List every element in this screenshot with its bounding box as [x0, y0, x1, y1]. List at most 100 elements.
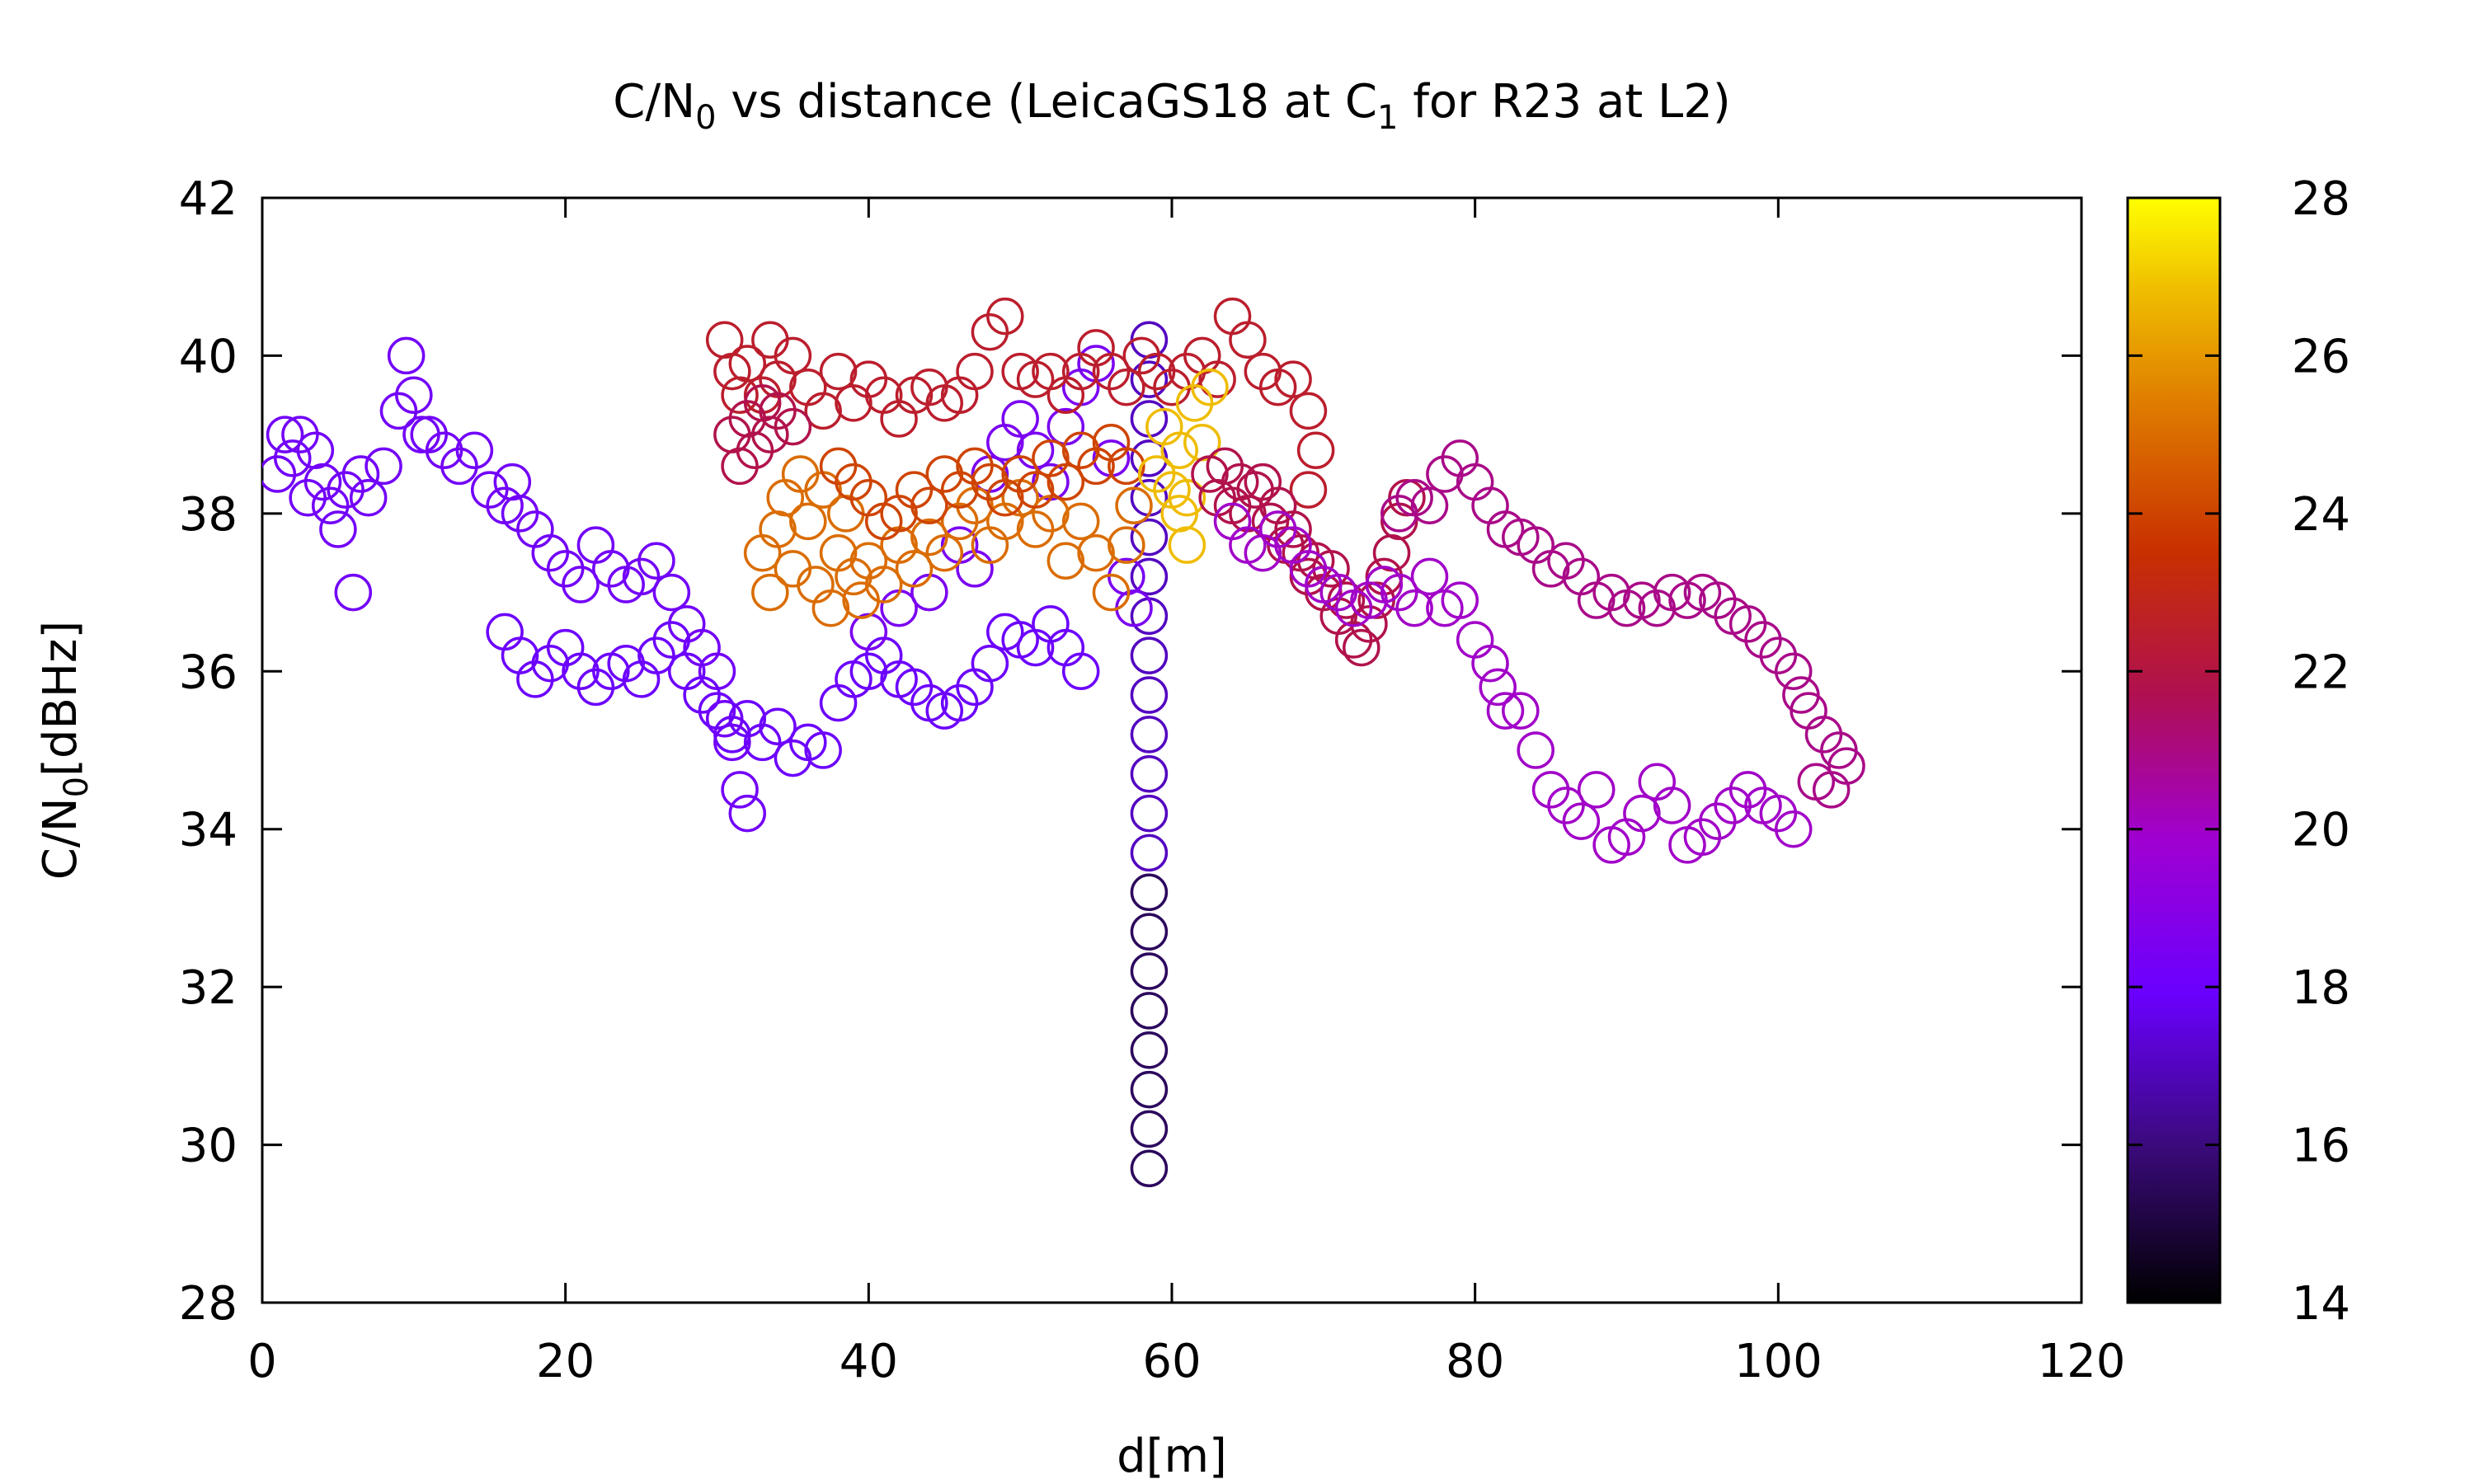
data-point [637, 542, 675, 580]
data-point [774, 550, 812, 588]
colorbar-tick-label: 26 [2292, 330, 2350, 383]
data-point [1623, 794, 1661, 833]
data-point [1395, 589, 1433, 627]
data-point [1130, 913, 1169, 951]
data-point [1289, 392, 1328, 430]
data-point [827, 495, 865, 533]
data-point [652, 573, 691, 612]
data-point [1130, 1070, 1169, 1109]
data-point [1296, 431, 1335, 470]
colorbar-tick-label: 20 [2292, 804, 2350, 857]
data-point [849, 613, 888, 651]
colorbar-tick-label: 24 [2292, 488, 2350, 542]
data-point [925, 533, 963, 572]
data-point [274, 439, 312, 477]
data-point [387, 336, 426, 375]
x-axis-label: d[m] [1117, 1430, 1227, 1483]
data-point [1343, 628, 1380, 667]
data-point [774, 407, 812, 446]
x-tick-label: 120 [2038, 1335, 2126, 1388]
y-tick-label: 28 [179, 1277, 238, 1331]
data-point [1130, 1031, 1169, 1069]
data-point [365, 447, 402, 486]
data-point [319, 510, 357, 548]
data-point [1441, 581, 1479, 619]
data-point [1274, 510, 1312, 548]
data-point [1061, 652, 1100, 691]
data-point [1229, 321, 1267, 359]
y-tick-label: 40 [179, 330, 238, 383]
data-point [1047, 407, 1085, 446]
colorbar-tick-label: 28 [2292, 172, 2350, 226]
y-tick-label: 32 [179, 961, 238, 1015]
data-point [1108, 447, 1145, 486]
data-point [395, 376, 433, 415]
data-point [842, 581, 880, 619]
data-point [1130, 754, 1169, 793]
colorbar [2126, 196, 2222, 1304]
data-point [1191, 368, 1229, 406]
y-tick-label: 42 [179, 172, 238, 226]
data-point [1077, 533, 1115, 572]
data-point [986, 297, 1024, 336]
data-point [1130, 360, 1169, 398]
data-point [1092, 573, 1131, 612]
data-point [971, 644, 1009, 683]
data-point [402, 416, 440, 453]
x-tick-label: 0 [247, 1335, 277, 1388]
data-point [1108, 526, 1145, 564]
x-tick-label: 80 [1446, 1335, 1504, 1388]
colorbar-ticks: 14 16 18 20 22 24 26 28 [2128, 172, 2350, 1331]
data-point [910, 573, 948, 612]
data-point [1130, 557, 1169, 596]
data-point [1653, 787, 1691, 824]
data-point [1108, 368, 1145, 406]
data-point [880, 400, 918, 438]
chart-title: C/N0 vs distance (LeicaGS18 at C1 for R2… [613, 75, 1730, 137]
data-point [266, 416, 304, 453]
data-point [1274, 360, 1312, 398]
data-point [819, 352, 858, 391]
data-point [1130, 518, 1169, 556]
data-point [334, 573, 373, 612]
data-point [804, 392, 842, 430]
data-point [789, 502, 827, 541]
data-point [1130, 834, 1169, 872]
data-point [1517, 731, 1554, 769]
data-point [910, 486, 948, 525]
data-point [781, 455, 820, 493]
data-point [728, 345, 767, 383]
data-point [1410, 486, 1449, 525]
data-point [1047, 463, 1085, 501]
data-point [486, 613, 524, 651]
data-point [895, 550, 934, 588]
data-point [1183, 423, 1221, 462]
data-point [1130, 1110, 1169, 1148]
data-point [864, 566, 903, 603]
data-point [1774, 810, 1813, 848]
data-point [576, 526, 615, 564]
data-point [774, 336, 812, 375]
data-point [1130, 794, 1169, 833]
data-points [262, 297, 1865, 1188]
data-point [1077, 329, 1115, 367]
data-point [1244, 463, 1282, 501]
data-point [721, 771, 759, 809]
data-point [1638, 763, 1677, 801]
data-point [1130, 873, 1169, 912]
data-point [349, 478, 388, 517]
data-point [1471, 644, 1509, 683]
data-point [1061, 502, 1100, 541]
data-point [562, 566, 600, 603]
data-point [811, 589, 850, 627]
data-point [1160, 431, 1198, 470]
y-axis: 28 30 32 34 36 38 40 42 [179, 172, 2081, 1331]
data-point [705, 321, 744, 359]
data-point [1092, 423, 1131, 462]
data-point [455, 431, 494, 470]
x-tick-label: 60 [1142, 1335, 1201, 1388]
data-point [1410, 557, 1449, 596]
data-point [1213, 297, 1252, 336]
data-point [1502, 692, 1540, 730]
